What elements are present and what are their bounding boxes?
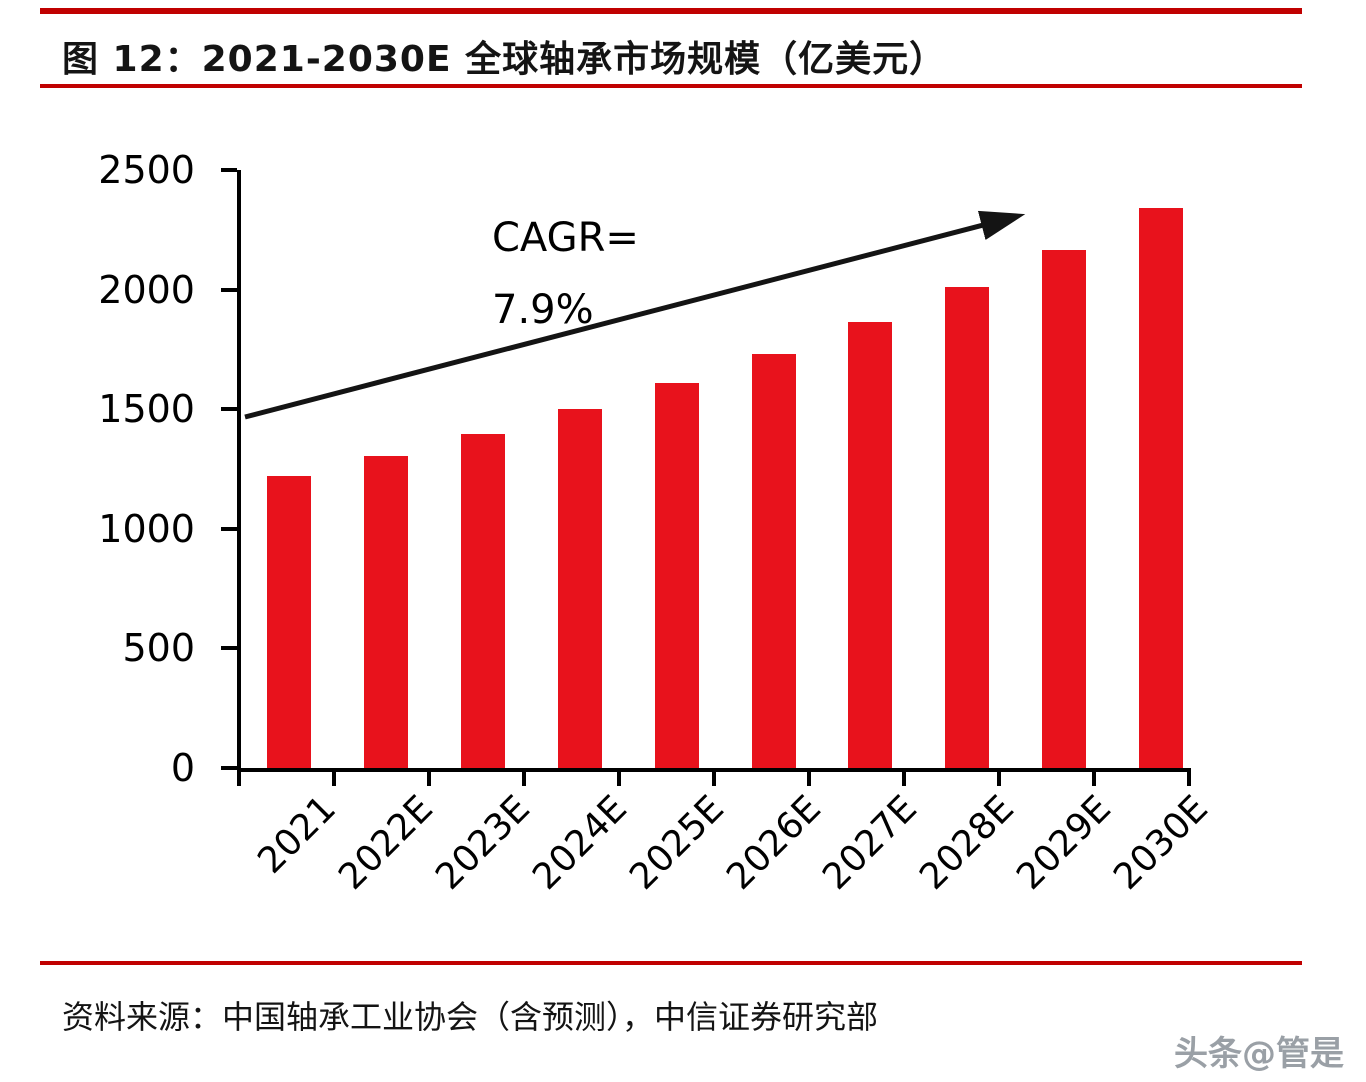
bar-2027E [848, 321, 893, 768]
title-underline-rule [40, 84, 1302, 88]
x-tick-mark [997, 772, 1001, 786]
x-tick-mark [332, 772, 336, 786]
y-tick-mark [221, 646, 237, 651]
bar-2026E [751, 354, 796, 768]
x-tick-mark [902, 772, 906, 786]
bar-2021 [267, 476, 311, 768]
y-tick-label: 500 [122, 626, 195, 671]
y-tick-mark [221, 407, 237, 412]
y-tick-label: 1000 [98, 506, 195, 551]
bar-2025E [654, 382, 699, 768]
x-tick-mark [712, 772, 716, 786]
x-tick-mark [237, 772, 241, 786]
y-tick-label: 1500 [98, 387, 195, 432]
plot-area [237, 170, 1191, 772]
x-tick-mark [617, 772, 621, 786]
x-tick-mark [427, 772, 431, 786]
y-tick-label: 0 [170, 746, 195, 790]
cagr-value: 7.9% [492, 287, 594, 333]
bar-2022E [363, 455, 408, 768]
watermark: 头条@管是 [1174, 1034, 1344, 1074]
footer-rule [40, 961, 1302, 965]
x-tick-mark [522, 772, 526, 786]
top-rule [40, 8, 1302, 14]
bar-2030E [1139, 208, 1184, 768]
bar-2024E [557, 409, 602, 768]
y-tick-mark [221, 766, 237, 770]
chart-title: 图 12：2021-2030E 全球轴承市场规模（亿美元） [62, 39, 947, 80]
y-tick-mark [221, 526, 237, 531]
x-tick-mark [807, 772, 811, 786]
y-tick-label: 2000 [98, 267, 195, 312]
bar-2028E [945, 287, 990, 768]
cagr-label: CAGR= [492, 215, 639, 261]
source-note: 资料来源：中国轴承工业协会（含预测），中信证券研究部 [62, 998, 879, 1036]
y-tick-mark [221, 168, 237, 172]
x-tick-mark [1187, 772, 1191, 786]
bar-2029E [1042, 250, 1087, 768]
x-tick-mark [1092, 772, 1096, 786]
cagr-annotation: CAGR= 7.9% [492, 202, 639, 346]
bar-2023E [460, 434, 505, 768]
y-tick-label: 2500 [98, 148, 195, 192]
y-tick-mark [221, 287, 237, 292]
